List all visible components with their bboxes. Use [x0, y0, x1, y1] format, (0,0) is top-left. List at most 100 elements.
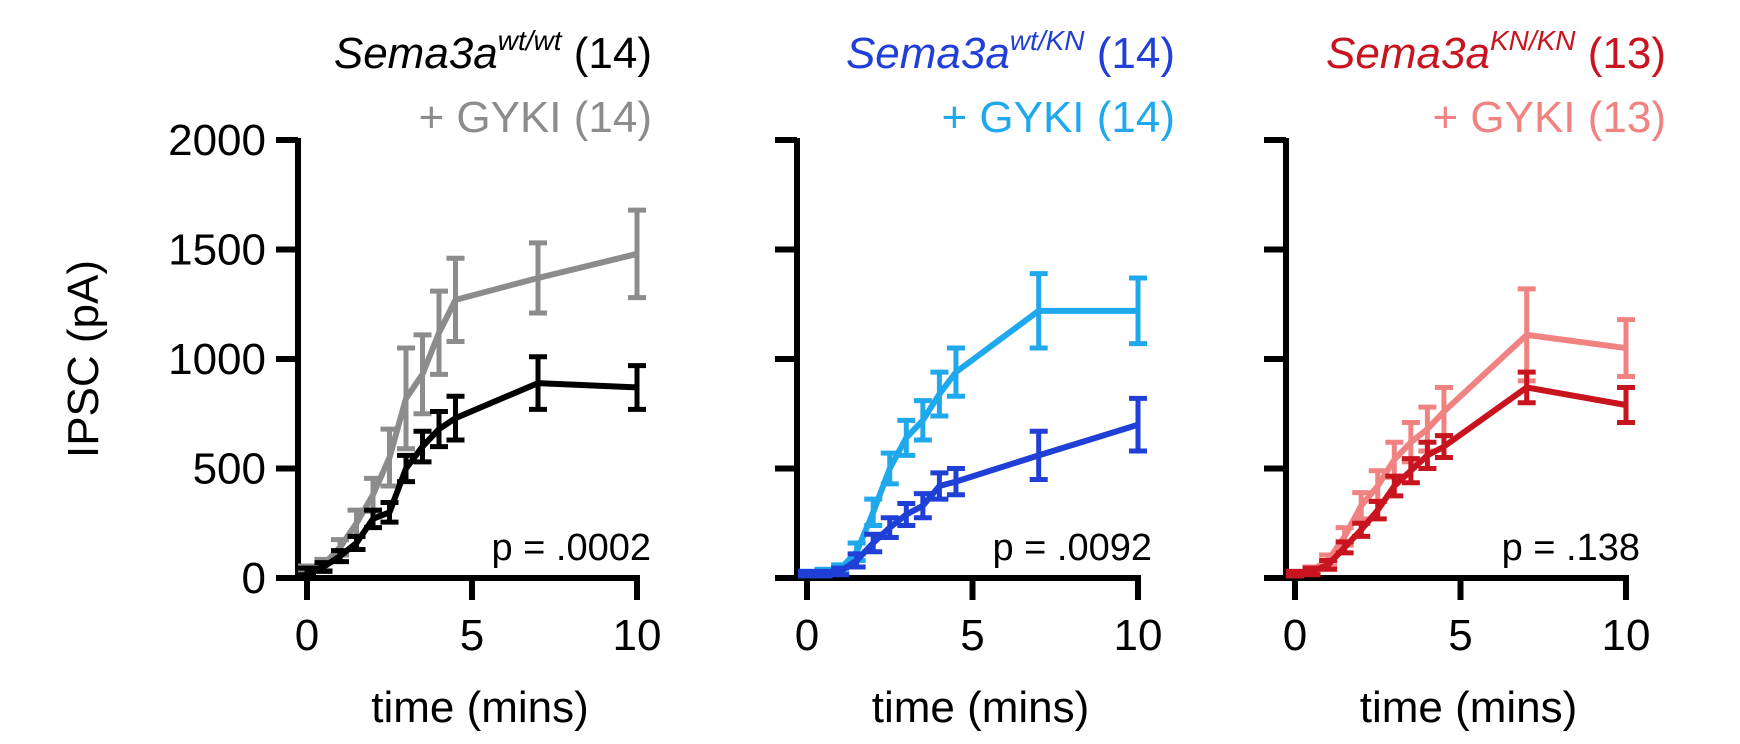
error-bar [913, 491, 932, 521]
x-tick-label: 0 [295, 611, 319, 660]
legend-entry: + GYKI (13) [1432, 93, 1666, 142]
series-line [807, 421, 1139, 577]
error-bar [380, 426, 399, 489]
error-bar [413, 428, 432, 465]
panel-wt-wt: 0 500 1000 1500 2000 0 5 10 time (mins) IPSC (pA)… [59, 25, 661, 732]
error-bar [930, 369, 949, 419]
legend-entry: Sema3aKN/KN (13) [1326, 25, 1666, 78]
x-axis-label: time (mins) [371, 683, 589, 732]
legend-entry: Sema3awt/wt (14) [334, 25, 652, 78]
error-bar [897, 501, 916, 528]
error-bar [446, 393, 465, 443]
legend-entry: Sema3awt/KN (14) [846, 25, 1175, 78]
error-bar [864, 496, 883, 528]
legend-label: + GYKI (14) [941, 93, 1175, 142]
error-bar [1129, 395, 1147, 454]
y-tick-label: 1500 [168, 226, 266, 275]
error-bar [1352, 520, 1371, 539]
x-tick-label: 10 [1602, 611, 1651, 660]
y-tick-label: 0 [242, 554, 266, 603]
error-bar [1368, 498, 1387, 522]
error-bar [331, 548, 349, 565]
error-bar [446, 255, 465, 344]
y-axis-label: IPSC (pA) [59, 260, 108, 458]
x-tick-label: 5 [1448, 611, 1472, 660]
error-bar [1434, 384, 1453, 439]
error-bar [380, 499, 399, 525]
legend-genotype: wt/wt [498, 25, 563, 56]
error-bar [880, 450, 899, 487]
error-bar [397, 452, 415, 485]
error-bar [298, 565, 316, 578]
legend-count: (13) [1576, 29, 1666, 78]
error-bar [1434, 433, 1453, 461]
legend-entry: + GYKI (14) [418, 93, 652, 142]
error-bar [930, 470, 949, 502]
y-tick-label: 500 [193, 445, 266, 494]
x-tick-label: 0 [795, 611, 819, 660]
legend-label: + GYKI (14) [418, 93, 652, 142]
series-line [306, 380, 638, 575]
error-bar [1385, 473, 1404, 499]
error-bar [1319, 557, 1338, 572]
legend-genotype: KN/KN [1490, 25, 1576, 56]
error-bar [1029, 271, 1048, 351]
series-0 [298, 354, 646, 578]
error-bar [430, 409, 448, 450]
error-bar [1401, 420, 1420, 465]
error-bar [814, 568, 833, 579]
error-bar [831, 565, 850, 578]
error-bar [798, 568, 816, 579]
error-bar [347, 533, 366, 553]
p-value: p = .0002 [491, 527, 651, 569]
legend-label: + GYKI (13) [1432, 93, 1666, 142]
series-1 [298, 207, 646, 576]
error-bar [397, 345, 415, 452]
error-bar [1617, 317, 1635, 380]
x-axis-label: time (mins) [1360, 683, 1578, 732]
x-axis-label: time (mins) [872, 683, 1090, 732]
error-bar [628, 363, 646, 412]
legend-genotype: wt/KN [1010, 25, 1085, 56]
legend-count: (14) [1085, 29, 1175, 78]
error-bar [1401, 456, 1420, 486]
x-tick-label: 10 [613, 611, 662, 660]
legend-count: (14) [562, 29, 652, 78]
error-bar [897, 417, 916, 458]
panel-wt-kn: 0 5 10 time (mins) p = .0092 Sema3awt/KN (14)… [775, 25, 1175, 732]
error-bar [529, 354, 547, 412]
error-bar [628, 207, 646, 301]
legend-gene-name: Sema3a [334, 29, 498, 78]
error-bar [1617, 384, 1635, 426]
p-value: p = .138 [1502, 527, 1640, 569]
error-bar [1418, 439, 1437, 471]
error-bar [1517, 369, 1536, 406]
x-tick-label: 10 [1114, 611, 1163, 660]
error-bar [946, 345, 965, 399]
legend-gene-name: Sema3a [1326, 29, 1490, 78]
error-bar [1335, 539, 1354, 556]
error-bar [913, 398, 932, 443]
error-bar [529, 240, 547, 316]
error-bar [314, 560, 333, 574]
series-0 [798, 395, 1147, 579]
error-bar [946, 466, 965, 498]
y-tick-label: 1000 [168, 335, 266, 384]
legend-gene-name: Sema3a [846, 29, 1010, 78]
error-bar [880, 515, 899, 540]
error-bar [847, 551, 866, 570]
x-tick-label: 5 [960, 611, 984, 660]
x-tick-label: 0 [1283, 611, 1307, 660]
panel-kn-kn: 0 5 10 time (mins) p = .138 Sema3aKN/KN (13) +… [1264, 25, 1666, 732]
error-bar [1129, 275, 1147, 347]
series-0 [1286, 369, 1635, 579]
error-bar [1302, 565, 1321, 578]
error-bar [1286, 568, 1304, 579]
error-bar [364, 507, 382, 531]
p-value: p = .0092 [992, 527, 1152, 569]
error-bar [1029, 428, 1048, 482]
error-bar [430, 288, 448, 377]
error-bar [864, 531, 883, 555]
error-bar [413, 332, 432, 417]
